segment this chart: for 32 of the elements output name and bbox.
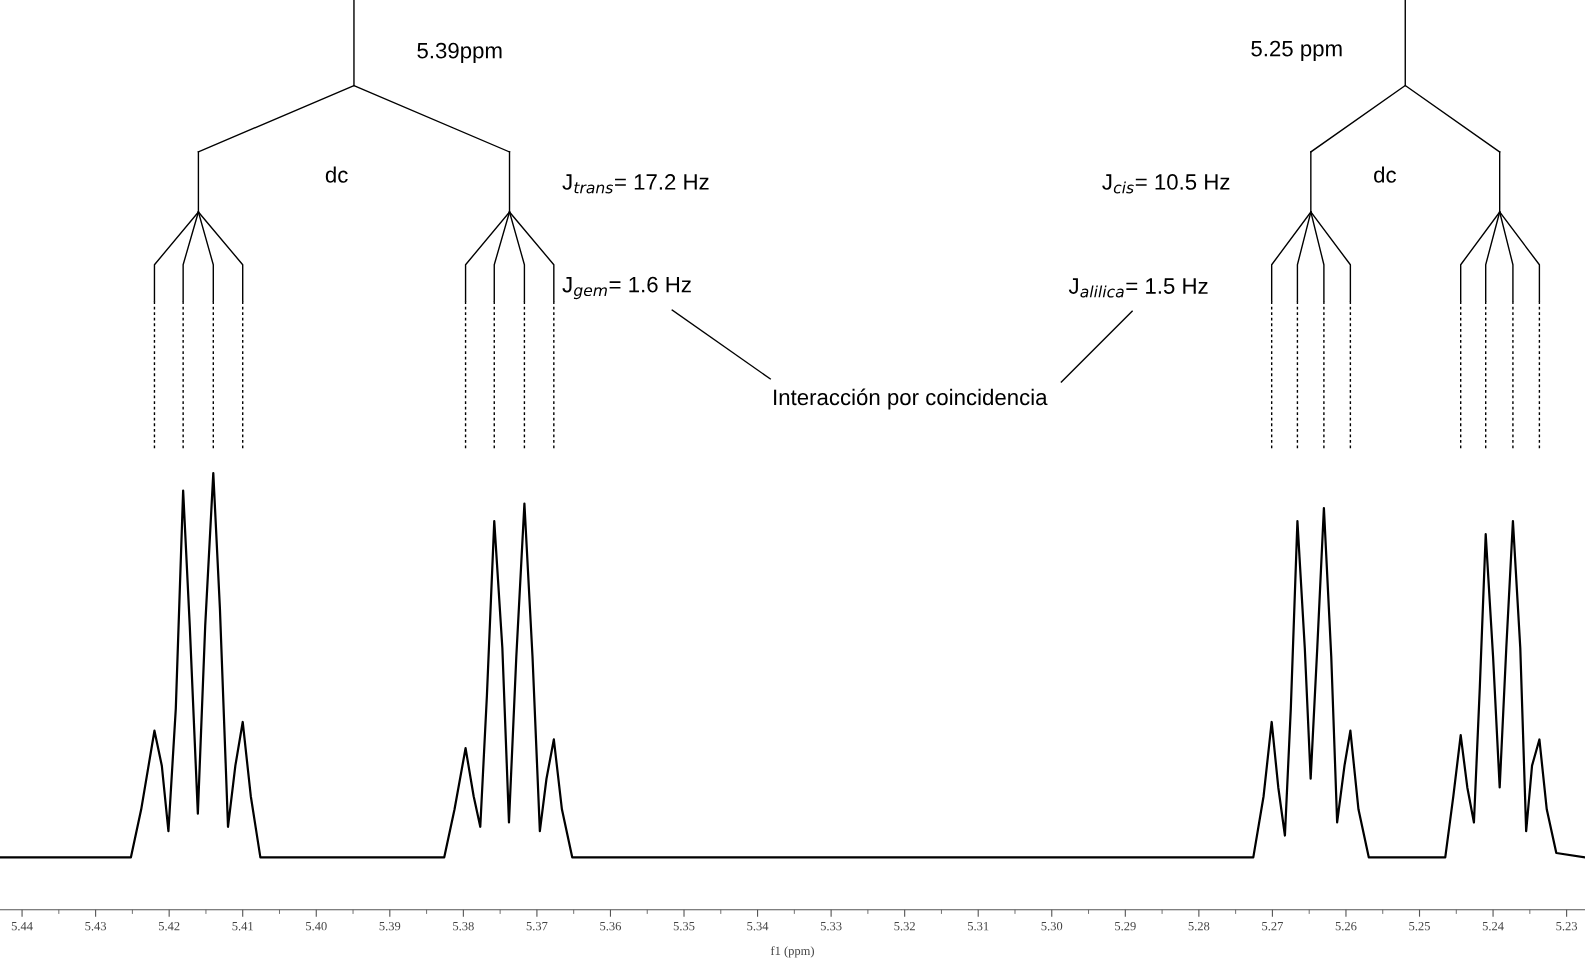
x-tick-label: 5.28 (1188, 921, 1210, 931)
x-axis-title: f1 (ppm) (770, 946, 814, 958)
x-tick-label: 5.41 (232, 921, 253, 931)
x-tick-label: 5.32 (894, 921, 915, 931)
text: dc (325, 166, 348, 183)
x-tick-label: 5.29 (1115, 921, 1136, 931)
x-tick-label: 5.26 (1335, 921, 1357, 931)
x-tick-label: 5.40 (306, 921, 327, 931)
x-tick-label: 5.34 (747, 921, 769, 931)
x-tick-label: 5.44 (11, 922, 33, 931)
text: J$_{trans}$= 17.2 Hz (562, 174, 709, 194)
x-tick-label: 5.27 (1262, 921, 1283, 931)
x-tick-label: 5.33 (820, 921, 842, 931)
x-tick-label: 5.30 (1041, 921, 1063, 931)
text: dc (1374, 166, 1396, 183)
text: Interacción por coincidencia (774, 388, 1048, 410)
x-tick-label: 5.23 (1556, 921, 1578, 931)
x-tick-label: 5.31 (968, 921, 989, 931)
x-tick-label: 5.38 (453, 921, 474, 931)
x-tick-label: 5.39 (379, 921, 401, 931)
x-tick-label: 5.43 (85, 921, 107, 931)
text: J$_{gem}$= 1.6 Hz (562, 276, 691, 300)
text: J$_{alilica}$= 1.5 Hz (1068, 278, 1208, 298)
x-tick-label: 5.35 (673, 921, 695, 931)
x-tick-label: 5.36 (600, 921, 622, 931)
text: 5.39ppm (417, 42, 502, 63)
text: 5.25 ppm (1251, 40, 1342, 61)
text: J$_{cis}$= 10.5 Hz (1102, 174, 1230, 194)
x-tick-label: 5.25 (1409, 921, 1430, 931)
x-tick-label: 5.42 (158, 921, 180, 931)
x-tick-label: 5.24 (1482, 921, 1504, 931)
x-tick-label: 5.37 (526, 921, 548, 931)
